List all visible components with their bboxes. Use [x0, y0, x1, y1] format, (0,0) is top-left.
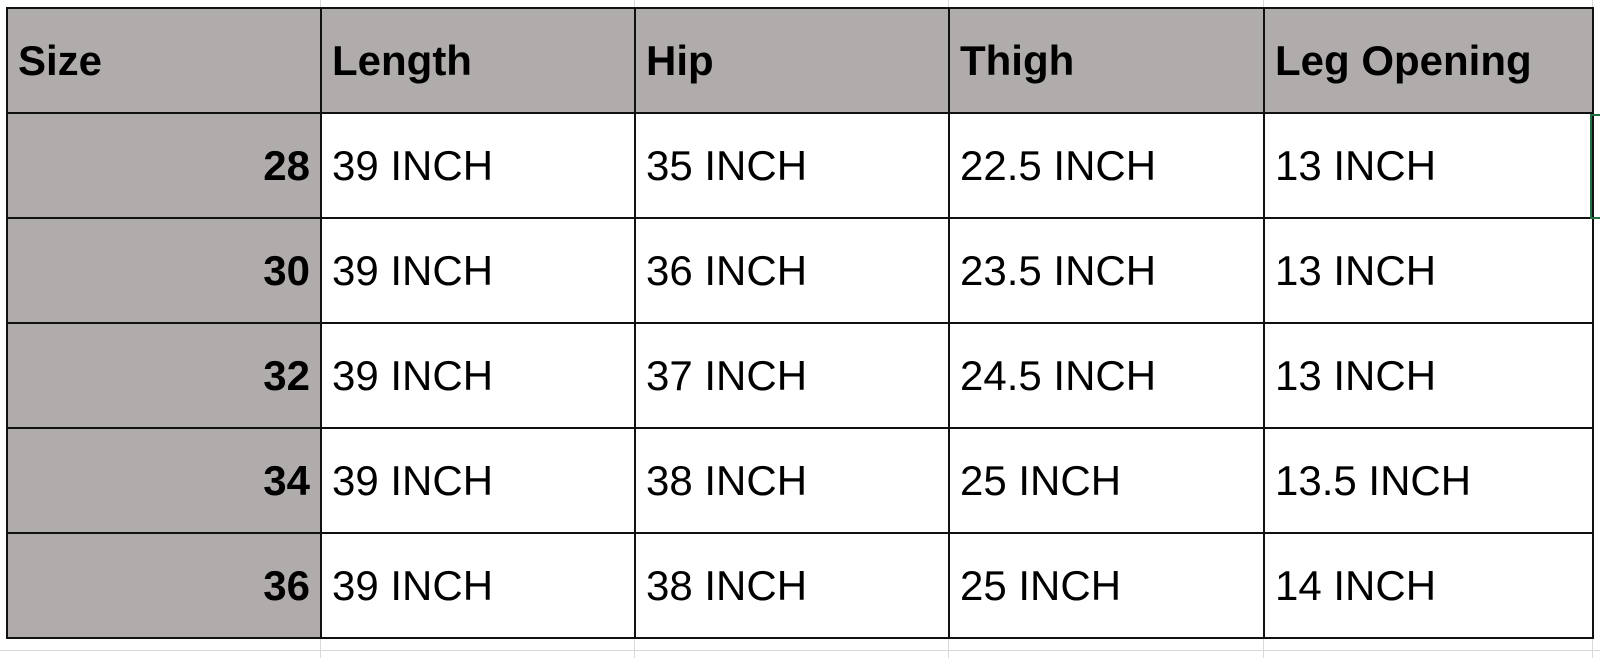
- cell-size[interactable]: 30: [6, 217, 322, 324]
- header-thigh[interactable]: Thigh: [948, 7, 1265, 114]
- cell-leg-opening[interactable]: 13 INCH: [1263, 112, 1594, 219]
- cell-size[interactable]: 36: [6, 532, 322, 639]
- header-length[interactable]: Length: [320, 7, 636, 114]
- table-row: 32 39 INCH 37 INCH 24.5 INCH 13 INCH: [6, 322, 1594, 429]
- cell-size[interactable]: 34: [6, 427, 322, 534]
- cell-leg-opening[interactable]: 13.5 INCH: [1263, 427, 1594, 534]
- cell-size[interactable]: 32: [6, 322, 322, 429]
- header-leg-opening[interactable]: Leg Opening: [1263, 7, 1594, 114]
- cell-leg-opening[interactable]: 13 INCH: [1263, 217, 1594, 324]
- cell-length[interactable]: 39 INCH: [320, 427, 636, 534]
- cell-hip[interactable]: 37 INCH: [634, 322, 950, 429]
- header-size[interactable]: Size: [6, 7, 322, 114]
- cell-thigh[interactable]: 25 INCH: [948, 532, 1265, 639]
- table-row: 34 39 INCH 38 INCH 25 INCH 13.5 INCH: [6, 427, 1594, 534]
- cell-hip[interactable]: 38 INCH: [634, 427, 950, 534]
- table-row: 36 39 INCH 38 INCH 25 INCH 14 INCH: [6, 532, 1594, 639]
- gridline: [0, 650, 1600, 651]
- cell-leg-opening[interactable]: 14 INCH: [1263, 532, 1594, 639]
- cell-hip[interactable]: 35 INCH: [634, 112, 950, 219]
- cell-size[interactable]: 28: [6, 112, 322, 219]
- cell-leg-opening[interactable]: 13 INCH: [1263, 322, 1594, 429]
- header-row: Size Length Hip Thigh Leg Opening: [6, 7, 1594, 114]
- cell-length[interactable]: 39 INCH: [320, 217, 636, 324]
- cell-thigh[interactable]: 25 INCH: [948, 427, 1265, 534]
- cell-hip[interactable]: 36 INCH: [634, 217, 950, 324]
- table-row: 28 39 INCH 35 INCH 22.5 INCH 13 INCH: [6, 112, 1594, 219]
- cell-thigh[interactable]: 23.5 INCH: [948, 217, 1265, 324]
- cell-thigh[interactable]: 22.5 INCH: [948, 112, 1265, 219]
- size-chart-table: Size Length Hip Thigh Leg Opening 28 39 …: [6, 7, 1594, 639]
- cell-length[interactable]: 39 INCH: [320, 532, 636, 639]
- cell-thigh[interactable]: 24.5 INCH: [948, 322, 1265, 429]
- cell-hip[interactable]: 38 INCH: [634, 532, 950, 639]
- table-row: 30 39 INCH 36 INCH 23.5 INCH 13 INCH: [6, 217, 1594, 324]
- selected-cell-indicator[interactable]: [1590, 114, 1600, 219]
- cell-length[interactable]: 39 INCH: [320, 322, 636, 429]
- header-hip[interactable]: Hip: [634, 7, 950, 114]
- cell-length[interactable]: 39 INCH: [320, 112, 636, 219]
